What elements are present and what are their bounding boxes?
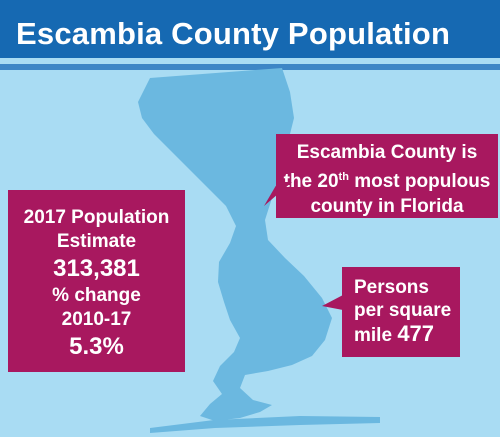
rank-callout: Escambia County is the 20th most populou… [276, 134, 498, 218]
rank-pointer [264, 182, 292, 206]
density-value: 477 [397, 321, 435, 346]
density-callout: Persons per square mile 477 [342, 267, 460, 357]
rank-prefix: the [283, 171, 318, 192]
change-value: 5.3% [69, 333, 124, 360]
rank-line-1: Escambia County is [296, 142, 478, 163]
rank-suffix: th [338, 171, 349, 183]
density-label: mile [354, 325, 398, 346]
header-divider [0, 64, 500, 70]
coastline-island [150, 416, 380, 433]
rank-line-3: county in Florida [310, 196, 464, 217]
density-pointer [322, 295, 343, 310]
population-value: 313,381 [53, 255, 140, 282]
rank-postfix: most populous [348, 171, 491, 192]
change-label-1: % change [52, 285, 141, 306]
density-line-1: Persons [354, 277, 429, 298]
page-title: Escambia County Population [16, 16, 451, 51]
population-label-2: Estimate [56, 231, 137, 252]
population-label-1: 2017 Population [23, 207, 170, 228]
rank-number: 20 [317, 171, 339, 192]
density-line-2: per square [354, 300, 452, 321]
density-line-3: mile 477 [354, 322, 460, 347]
rank-line-2: the 20th most populous [276, 165, 498, 194]
header-banner: Escambia County Population [0, 0, 500, 64]
change-label-2: 2010-17 [61, 309, 132, 330]
population-callout: 2017 Population Estimate 313,381 % chang… [8, 190, 185, 372]
